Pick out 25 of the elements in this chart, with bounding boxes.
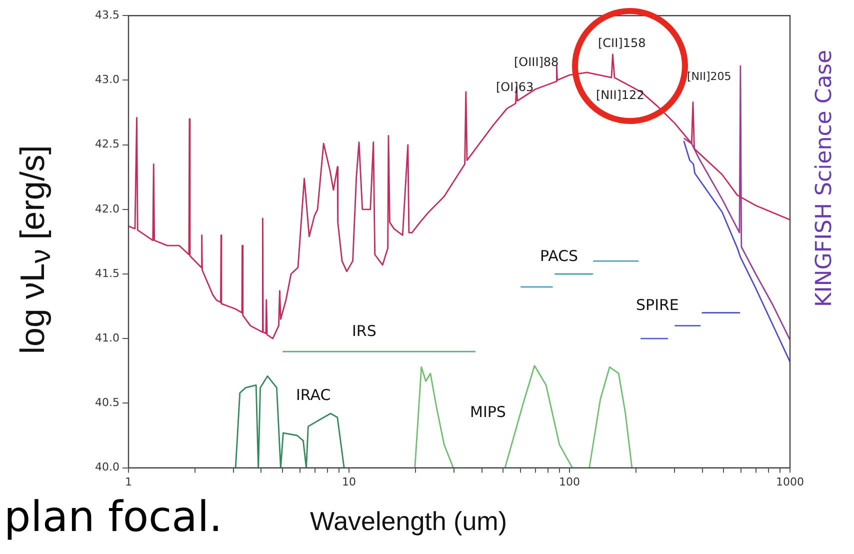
annotation: IRS <box>352 322 376 340</box>
annotation: IRAC <box>296 386 331 404</box>
y-tick-label: 43.5 <box>94 8 120 22</box>
x-tick-label: 1 <box>124 475 132 488</box>
annotation: SPIRE <box>636 296 679 314</box>
y-tick-label: 43.0 <box>94 73 120 86</box>
y-tick-label: 41.0 <box>94 331 120 344</box>
y-tick-label: 42.0 <box>94 202 120 216</box>
text: KINGFISH Science Case <box>812 48 837 309</box>
x-tick-label: 10 <box>342 475 356 488</box>
y-tick-label: 42.5 <box>94 138 120 151</box>
y-tick-label: 40.0 <box>94 460 120 474</box>
annotation: [NII]122 <box>596 88 644 102</box>
annotation: [CII]158 <box>598 36 646 50</box>
y-tick-label: 41.5 <box>94 266 120 280</box>
annotation: [OIII]88 <box>514 55 559 69</box>
annotation: PACS <box>540 247 578 265</box>
x-tick-label: 100 <box>559 475 580 488</box>
x-axis-title: Wavelength (um) <box>310 506 507 537</box>
annotation: [NII]205 <box>687 70 732 83</box>
x-tick-label: 1000 <box>776 475 804 488</box>
annotation: [OI]63 <box>496 80 534 94</box>
text: plan focal. <box>4 492 222 541</box>
annotation: MIPS <box>470 403 506 421</box>
y-tick-label: 40.5 <box>94 396 120 410</box>
